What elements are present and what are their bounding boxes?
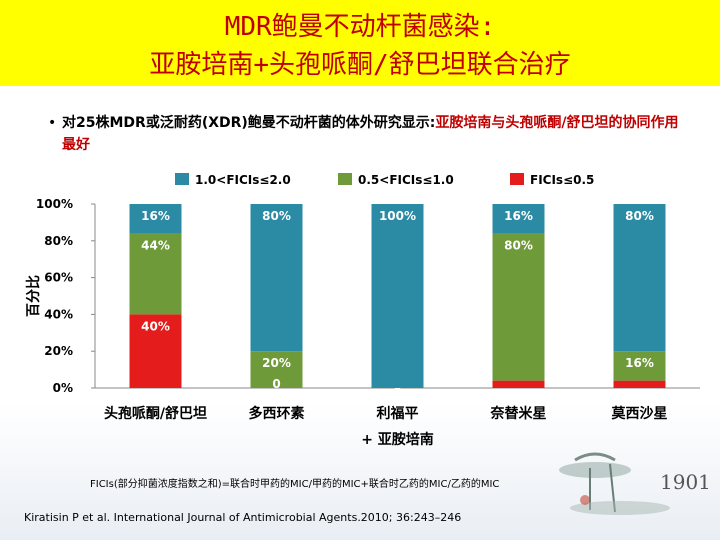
data-label: 0 <box>272 377 280 391</box>
data-label: 80% <box>504 238 533 252</box>
bar-segment <box>613 380 666 388</box>
bar-segment <box>613 351 666 381</box>
data-label: 100% <box>379 209 416 223</box>
data-label: 80% <box>262 209 291 223</box>
y-tick-label: 80% <box>44 234 73 248</box>
data-label: 0 <box>393 385 401 399</box>
data-label: 44% <box>141 238 170 252</box>
bar-segment <box>492 380 545 388</box>
title-banner: MDR鲍曼不动杆菌感染: 亚胺培南+头孢哌酮/舒巴坦联合治疗 <box>0 0 720 86</box>
legend-label: 0.5<FICIs≤1.0 <box>358 173 454 187</box>
bar-segment <box>492 204 545 234</box>
bar-segment <box>492 233 545 381</box>
y-tick-label: 100% <box>36 197 73 211</box>
bullet-highlight: 亚胺培南与头孢哌酮/舒巴坦的协同作用最好 <box>62 115 679 153</box>
y-tick-label: 20% <box>44 344 73 358</box>
bullet-dot-icon: • <box>48 115 57 131</box>
y-tick-label: 60% <box>44 271 73 285</box>
bar-segment <box>129 314 182 388</box>
legend-label: 1.0<FICIs≤2.0 <box>195 173 291 187</box>
bullet-point: • 对25株MDR或泛耐药(XDR)鲍曼不动杆菌的体外研究显示:亚胺培南与头孢哌酮… <box>48 112 682 156</box>
data-label: 16% <box>625 356 654 370</box>
data-label: 20% <box>262 356 291 370</box>
x-tick-label: 利福平 <box>377 405 419 422</box>
x-axis-label: + 亚胺培南 <box>361 431 434 448</box>
bar-segment <box>250 204 303 352</box>
x-tick-label: 多西环素 <box>249 405 305 422</box>
x-tick-label: 奈替米星 <box>490 405 547 422</box>
slide-title-line-1: MDR鲍曼不动杆菌感染: <box>224 12 496 42</box>
bar-segment <box>250 351 303 388</box>
bar-segment <box>129 204 182 234</box>
data-label: 16% <box>141 209 170 223</box>
legend-label: FICIs≤0.5 <box>530 173 594 187</box>
logo-year: 1901 <box>660 470 711 494</box>
data-label: 40% <box>141 319 170 333</box>
bar-segment <box>129 233 182 315</box>
x-tick-label: 头孢哌酮/舒巴坦 <box>104 405 207 422</box>
y-axis-label: 百分比 <box>25 275 42 317</box>
citation: Kiratisin P et al. International Journal… <box>24 511 462 524</box>
bar-segment <box>613 204 666 352</box>
hospital-logo-icon <box>559 452 670 515</box>
bar-segment <box>371 204 424 388</box>
bullet-text: 对25株MDR或泛耐药(XDR)鲍曼不动杆菌的体外研究显示: <box>62 115 436 131</box>
legend-swatch <box>338 173 352 185</box>
x-tick-label: 莫西沙星 <box>611 405 668 422</box>
data-label: 16% <box>504 209 533 223</box>
slide-title-line-2: 亚胺培南+头孢哌酮/舒巴坦联合治疗 <box>149 50 571 80</box>
ficis-footnote: FICIs(部分抑菌浓度指数之和)=联合时甲药的MIC/甲药的MIC+联合时乙药… <box>90 479 500 490</box>
y-tick-label: 40% <box>44 307 73 321</box>
y-tick-label: 0% <box>53 381 73 395</box>
legend-swatch <box>510 173 524 185</box>
legend-swatch <box>175 173 189 185</box>
data-label: 80% <box>625 209 654 223</box>
